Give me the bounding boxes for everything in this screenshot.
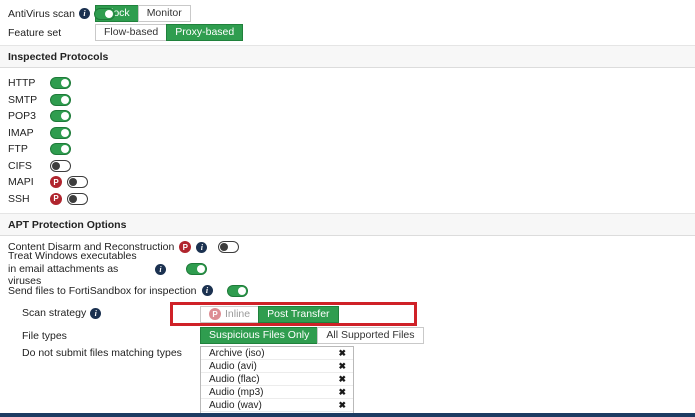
all-supported-files-button[interactable]: All Supported Files xyxy=(317,327,424,344)
protocol-row-imap: IMAP xyxy=(8,125,695,142)
treat-executables-toggle[interactable] xyxy=(186,263,207,275)
excluded-file-types-list: Archive (iso) ✖ Audio (avi) ✖ Audio (fla… xyxy=(200,346,354,417)
info-icon[interactable]: i xyxy=(196,241,208,253)
do-not-submit-row: Do not submit files matching types Archi… xyxy=(8,346,695,417)
treat-executables-label: Treat Windows executables in email attac… xyxy=(8,250,137,288)
proxy-only-badge-icon: P xyxy=(50,176,62,189)
protocols-list: HTTP SMTP POP3 IMAP FTP CIFS MAPI P xyxy=(0,68,695,213)
protocol-row-cifs: CIFS xyxy=(8,158,695,175)
remove-icon[interactable]: ✖ xyxy=(338,386,346,397)
info-icon[interactable]: i xyxy=(78,8,90,19)
info-icon[interactable]: i xyxy=(90,307,102,319)
protocol-row-mapi: MAPI P xyxy=(8,174,695,191)
protocol-row-ftp: FTP xyxy=(8,141,695,158)
remove-icon[interactable]: ✖ xyxy=(338,373,346,384)
feature-set-row: Feature set Flow-based Proxy-based xyxy=(0,23,695,42)
fortisandbox-label: Send files to FortiSandbox for inspectio… xyxy=(8,284,197,297)
scan-strategy-row: Scan strategy i P Inline Post Transfer xyxy=(8,302,695,326)
antivirus-scan-toggle[interactable] xyxy=(93,7,115,20)
info-icon[interactable]: i xyxy=(201,285,213,296)
protocol-row-ssh: SSH P xyxy=(8,191,695,208)
list-item[interactable]: Archive (iso) ✖ xyxy=(201,347,353,360)
content-disarm-label: Content Disarm and Reconstruction xyxy=(8,241,175,253)
feature-set-label: Feature set xyxy=(8,26,62,39)
protocol-toggle[interactable] xyxy=(67,176,88,189)
protocol-toggle[interactable] xyxy=(50,159,71,172)
protocol-toggle[interactable] xyxy=(50,77,71,90)
protocol-label: HTTP xyxy=(8,77,36,90)
flow-based-button[interactable]: Flow-based xyxy=(95,24,168,41)
file-types-row: File types Suspicious Files Only All Sup… xyxy=(8,327,695,344)
proxy-only-badge-icon: P xyxy=(179,241,192,253)
proxy-only-badge-icon: P xyxy=(209,308,221,320)
apt-protection-header: APT Protection Options xyxy=(0,213,695,236)
highlight-box: P Inline Post Transfer xyxy=(170,302,417,326)
monitor-button[interactable]: Monitor xyxy=(137,5,191,22)
antivirus-scan-label: AntiVirus scan xyxy=(8,7,75,20)
do-not-submit-label: Do not submit files matching types xyxy=(22,347,182,359)
inline-button[interactable]: P Inline xyxy=(200,305,260,323)
inspected-protocols-header: Inspected Protocols xyxy=(0,45,695,68)
scan-strategy-label: Scan strategy xyxy=(22,307,87,319)
file-types-group: Suspicious Files Only All Supported File… xyxy=(200,327,424,344)
protocol-label: IMAP xyxy=(8,126,34,139)
protocol-toggle[interactable] xyxy=(67,192,88,205)
content-disarm-row: Content Disarm and Reconstruction P i xyxy=(8,238,695,256)
protocol-toggle[interactable] xyxy=(50,126,71,139)
protocol-label: SSH xyxy=(8,192,30,205)
scan-strategy-group: P Inline Post Transfer xyxy=(200,305,339,323)
bottom-bar xyxy=(0,413,695,417)
protocol-row-pop3: POP3 xyxy=(8,108,695,125)
remove-icon[interactable]: ✖ xyxy=(338,360,346,371)
protocol-label: MAPI xyxy=(8,176,34,189)
protocol-label: CIFS xyxy=(8,159,32,172)
remove-icon[interactable]: ✖ xyxy=(338,399,346,410)
fortisandbox-row: Send files to FortiSandbox for inspectio… xyxy=(8,282,695,299)
info-icon[interactable]: i xyxy=(155,263,166,275)
proxy-based-button[interactable]: Proxy-based xyxy=(166,24,244,41)
content-disarm-toggle[interactable] xyxy=(218,241,240,253)
proxy-only-badge-icon: P xyxy=(50,192,62,205)
suspicious-files-only-button[interactable]: Suspicious Files Only xyxy=(200,327,319,344)
protocol-row-http: HTTP xyxy=(8,75,695,92)
remove-icon[interactable]: ✖ xyxy=(338,347,346,358)
treat-executables-row: Treat Windows executables in email attac… xyxy=(8,250,695,287)
list-item[interactable]: Audio (flac) ✖ xyxy=(201,373,353,386)
protocol-label: SMTP xyxy=(8,93,38,106)
list-item[interactable]: Audio (mp3) ✖ xyxy=(201,386,353,399)
list-item[interactable]: Audio (avi) ✖ xyxy=(201,360,353,373)
protocol-toggle[interactable] xyxy=(50,93,71,106)
file-types-label: File types xyxy=(22,330,67,342)
protocol-row-smtp: SMTP xyxy=(8,92,695,109)
protocol-label: POP3 xyxy=(8,110,37,123)
list-item[interactable]: Audio (wav) ✖ xyxy=(201,399,353,412)
feature-set-group: Flow-based Proxy-based xyxy=(95,24,244,41)
protocol-toggle[interactable] xyxy=(50,110,71,123)
antivirus-scan-row: AntiVirus scan i Block Monitor xyxy=(0,4,695,23)
fortisandbox-toggle[interactable] xyxy=(226,284,248,297)
protocol-toggle[interactable] xyxy=(50,143,71,156)
post-transfer-button[interactable]: Post Transfer xyxy=(258,305,339,323)
protocol-label: FTP xyxy=(8,143,28,156)
